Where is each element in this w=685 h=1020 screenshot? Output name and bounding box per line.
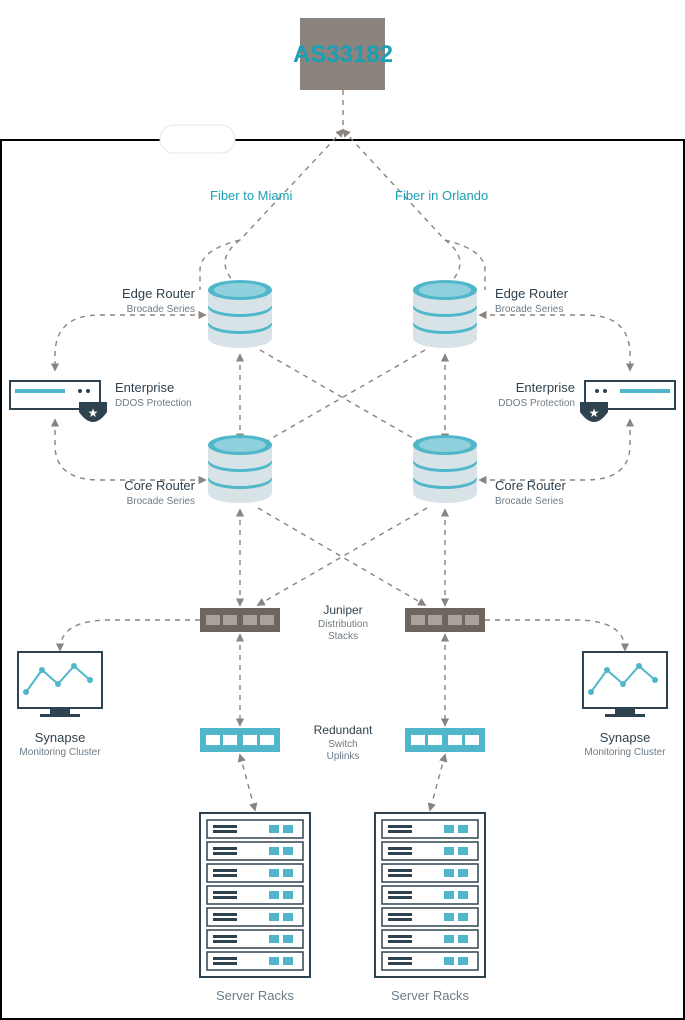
svg-text:Monitoring Cluster: Monitoring Cluster: [19, 747, 101, 758]
fiber-left-label: Fiber to Miami: [210, 188, 292, 203]
svg-text:Uplinks: Uplinks: [327, 751, 360, 762]
svg-text:Distribution: Distribution: [318, 619, 368, 630]
synapse-left-icon: [18, 652, 102, 717]
rack-left-label: Server Racks: [216, 988, 295, 1003]
svg-text:DDOS Protection: DDOS Protection: [115, 398, 192, 409]
ddos-right-icon: ★: [580, 381, 675, 422]
edge-router-left-label: Edge Router Brocade Series: [122, 286, 196, 315]
svg-text:Edge Router: Edge Router: [122, 286, 196, 301]
as-label: AS33182: [293, 41, 393, 68]
svg-text:Core Router: Core Router: [495, 478, 566, 493]
svg-text:Stacks: Stacks: [328, 631, 358, 642]
fiber-right-label: Fiber in Orlando: [395, 188, 488, 203]
juniper-left-icon: [200, 608, 280, 632]
svg-text:★: ★: [589, 406, 600, 420]
svg-text:Brocade Series: Brocade Series: [127, 304, 195, 315]
svg-text:Enterprise: Enterprise: [115, 380, 174, 395]
core-router-left-icon: [208, 435, 272, 503]
edge-router-left-icon: [208, 280, 272, 348]
juniper-right-icon: [405, 608, 485, 632]
ddos-left-label: Enterprise DDOS Protection: [115, 380, 192, 409]
svg-text:Monitoring Cluster: Monitoring Cluster: [584, 747, 666, 758]
svg-text:Juniper: Juniper: [323, 603, 362, 617]
edge-router-right-icon: [413, 280, 477, 348]
server-rack-left-icon: [200, 813, 310, 977]
svg-text:Core Router: Core Router: [124, 478, 195, 493]
svg-text:Synapse: Synapse: [600, 730, 651, 745]
svg-text:Brocade Series: Brocade Series: [127, 496, 195, 507]
svg-text:Edge Router: Edge Router: [495, 286, 569, 301]
frame: [1, 140, 684, 1019]
svg-text:Redundant: Redundant: [314, 723, 373, 737]
svg-text:Synapse: Synapse: [35, 730, 86, 745]
synapse-right-icon: [583, 652, 667, 717]
svg-text:Brocade Series: Brocade Series: [495, 304, 563, 315]
core-router-right-icon: [413, 435, 477, 503]
redundant-label: Redundant Switch Uplinks: [314, 723, 373, 762]
redundant-left-icon: [200, 728, 280, 752]
edges: [55, 90, 630, 810]
rack-right-label: Server Racks: [391, 988, 470, 1003]
svg-text:Switch: Switch: [328, 739, 357, 750]
juniper-label: Juniper Distribution Stacks: [318, 603, 368, 642]
redundant-right-icon: [405, 728, 485, 752]
svg-text:Brocade Series: Brocade Series: [495, 496, 563, 507]
ddos-right-label: Enterprise DDOS Protection: [498, 380, 575, 409]
edge-router-right-label: Edge Router Brocade Series: [495, 286, 569, 315]
ddos-left-icon: ★: [10, 381, 107, 422]
synapse-right-label: Synapse Monitoring Cluster: [584, 730, 666, 758]
svg-text:★: ★: [88, 406, 99, 420]
as-node: AS33182: [160, 18, 393, 153]
svg-text:Enterprise: Enterprise: [516, 380, 575, 395]
svg-text:DDOS Protection: DDOS Protection: [498, 398, 575, 409]
synapse-left-label: Synapse Monitoring Cluster: [19, 730, 101, 758]
server-rack-right-icon: [375, 813, 485, 977]
core-router-right-label: Core Router Brocade Series: [495, 478, 566, 507]
core-router-left-label: Core Router Brocade Series: [124, 478, 195, 507]
